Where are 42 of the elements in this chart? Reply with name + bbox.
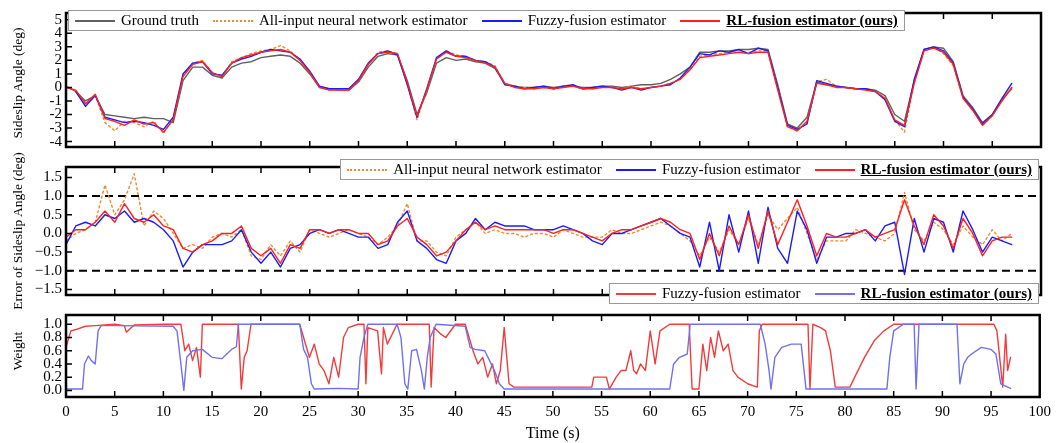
legend-label: Ground truth bbox=[121, 12, 199, 29]
legend-label: All-input neural network estimator bbox=[393, 161, 602, 178]
legend-label: RL-fusion estimator (ours) bbox=[726, 12, 898, 29]
x-tick-label: 40 bbox=[448, 402, 463, 419]
y-tick-label: 0.0 bbox=[43, 224, 62, 241]
legend-label: RL-fusion estimator (ours) bbox=[860, 285, 1032, 302]
y-tick-label: −0.5 bbox=[34, 243, 62, 260]
x-tick-label: 15 bbox=[204, 402, 220, 419]
x-tick-label: 60 bbox=[642, 402, 658, 419]
x-tick-label: 35 bbox=[399, 402, 415, 419]
y-tick-label: −1.5 bbox=[34, 280, 62, 297]
y-axis-title: Weight bbox=[10, 331, 26, 371]
y-tick-label: -4 bbox=[49, 132, 63, 149]
legend-label: RL-fusion estimator (ours) bbox=[860, 161, 1032, 178]
x-tick-label: 95 bbox=[983, 402, 999, 419]
x-tick-label: 55 bbox=[594, 402, 610, 419]
x-tick-label: 70 bbox=[740, 402, 756, 419]
x-tick-label: 80 bbox=[837, 402, 853, 419]
x-tick-label: 25 bbox=[301, 402, 317, 419]
x-tick-label: 85 bbox=[886, 402, 902, 419]
x-tick-label: 90 bbox=[934, 402, 950, 419]
x-tick-label: 30 bbox=[350, 402, 366, 419]
y-tick-label: 1.0 bbox=[43, 187, 62, 204]
y-tick-label: −1.0 bbox=[34, 261, 62, 278]
x-tick-label: 20 bbox=[253, 402, 269, 419]
x-axis-title: Time (s) bbox=[525, 423, 580, 442]
legend-label: Fuzzy-fusion estimator bbox=[661, 161, 801, 178]
x-tick-label: 50 bbox=[545, 402, 561, 419]
x-tick-label: 10 bbox=[155, 402, 171, 419]
series-label: All-input neural network estimator bbox=[258, 12, 468, 29]
legend-label: Fuzzy-fusion estimator bbox=[661, 285, 801, 302]
y-tick-label: 0.5 bbox=[43, 205, 62, 222]
x-tick-label: 100 bbox=[1028, 402, 1051, 419]
x-tick-label: 75 bbox=[788, 402, 804, 419]
y-axis-title: Error of Sideslip Angle (deg) bbox=[10, 152, 26, 310]
y-axis-title: Sideslip Angle (deg) bbox=[10, 27, 26, 138]
y-tick-label: 5 bbox=[54, 10, 62, 27]
legend-label: Fuzzy-fusion estimator bbox=[527, 12, 667, 29]
y-tick-label: 1.5 bbox=[43, 168, 62, 185]
x-tick-label: 65 bbox=[691, 402, 707, 419]
x-tick-label: 5 bbox=[110, 402, 119, 419]
x-tick-label: 45 bbox=[496, 402, 512, 419]
